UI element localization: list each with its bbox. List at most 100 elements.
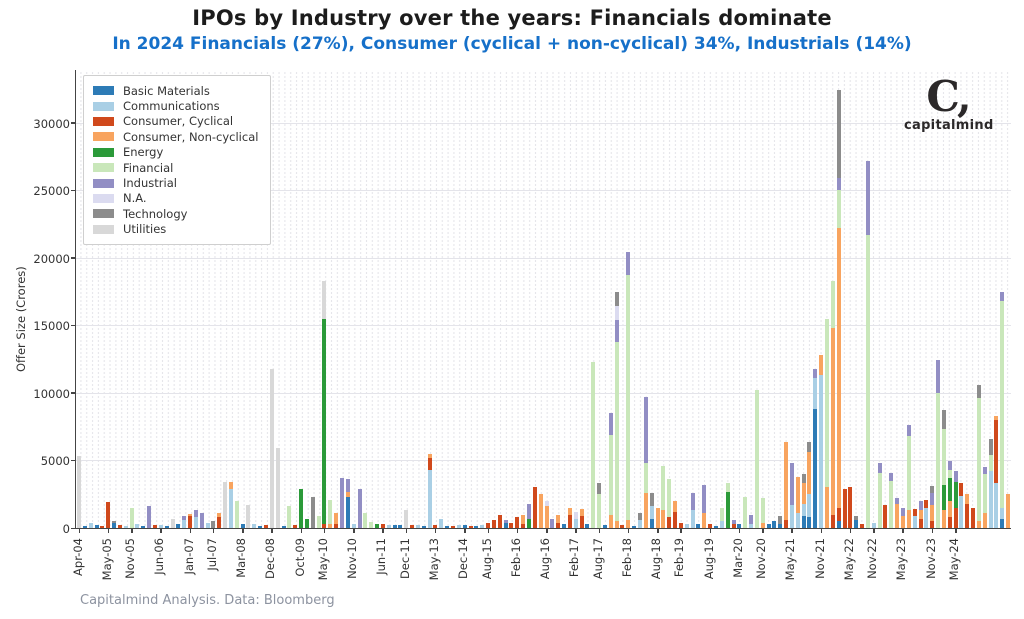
bar [854,515,859,528]
bar [164,525,169,528]
bar [562,523,567,528]
bar-segment-cn [579,509,584,516]
bar [217,513,222,528]
bar-segment-cm [749,523,754,528]
x-tick-mark [405,528,408,533]
bar-segment-cn [427,453,432,458]
bar [152,524,157,528]
bar-segment-ut [269,368,274,528]
x-tick-label: Mar-20 [730,538,745,578]
bar-segment-cm [813,378,818,410]
bar [889,472,894,528]
bar-segment-cn [825,487,829,528]
bar [573,511,578,528]
bar [211,521,216,528]
bar-segment-cc [953,507,958,528]
bar [813,368,818,528]
bar-segment-in [702,484,707,514]
bar-segment-tc [854,515,859,520]
bar [147,506,152,528]
x-tick-label: Nov-10 [345,538,360,579]
bar [509,522,514,528]
bar [579,509,584,528]
bar-segment-cc [468,525,473,528]
legend-swatch-na [93,193,114,203]
bar-segment-cm [427,469,432,528]
legend-row: Consumer, Cyclical [93,114,258,129]
bar [480,525,485,528]
bar-segment-cn [521,514,526,524]
bar-segment-cn [643,492,648,528]
bar [240,523,245,528]
bar [94,525,99,528]
bar [830,280,835,528]
x-tick-label: Apr-04 [70,538,85,576]
x-tick-mark [516,528,519,533]
bar-segment-fn [760,498,765,523]
bar-segment-cc [334,523,339,528]
bar-segment-ut [322,280,327,319]
bar [953,471,958,528]
bar-segment-cm [690,510,695,528]
bar-segment-cn [556,514,561,523]
bar-segment-cn [567,507,572,515]
legend-label: Communications [123,99,220,114]
bar [912,509,917,528]
bar-segment-bm [585,523,590,528]
bar [410,524,415,528]
legend-row: Consumer, Non-cyclical [93,129,258,144]
x-tick-mark [434,528,437,533]
bar-segment-in [339,478,344,528]
bar [252,523,257,528]
bar [462,525,467,528]
bar-segment-bm [421,525,426,528]
bar [275,448,280,528]
bar [556,514,561,528]
bar-segment-cn [655,507,660,528]
bar [205,522,210,528]
x-tick-mark [575,528,577,533]
bar-segment-cn [895,503,900,528]
x-tick-mark [680,528,682,533]
bar-segment-cm [801,503,806,516]
bar-segment-in [1000,291,1005,302]
bar-segment-cm [649,506,654,519]
x-tick-mark [382,528,384,533]
x-tick-label: Aug-17 [590,538,605,580]
bar-segment-cm [386,524,391,528]
x-tick-label: Aug-19 [701,538,716,580]
bar [772,521,777,528]
bar-segment-cm [959,495,964,528]
bar-segment-cc [836,507,841,522]
bar [597,483,602,528]
bar-segment-fn [328,499,333,524]
bar-segment-cn [795,476,800,514]
bar-segment-cn [982,513,987,528]
bar-segment-cm [871,522,876,528]
bar [906,425,911,528]
bar [234,500,239,528]
bar-segment-bm [398,525,403,528]
bar-segment-in [895,498,900,504]
y-tick-label: 20000 [33,251,70,266]
bar-segment-tc [597,483,602,495]
bar-segment-in [889,472,894,481]
bar-segment-in [906,425,911,437]
bar [696,523,701,528]
bar-segment-in [731,519,736,524]
bar-segment-cc [708,523,713,528]
bar-segment-fn [287,506,292,528]
bar-segment-bm [737,523,742,528]
bar-segment-cn [906,510,911,528]
bar-segment-bm [164,525,169,528]
bar-segment-cc [293,525,298,528]
bar-segment-in [930,492,935,506]
bar-segment-bm [503,522,508,528]
legend-label: Financial [123,160,174,175]
bar-segment-fn [643,463,648,493]
bar-segment-fn [836,190,841,229]
bar-segment-cc [579,515,584,528]
bar-segment-fn [626,275,631,520]
bar [713,525,718,528]
bar-segment-cm [182,519,187,528]
